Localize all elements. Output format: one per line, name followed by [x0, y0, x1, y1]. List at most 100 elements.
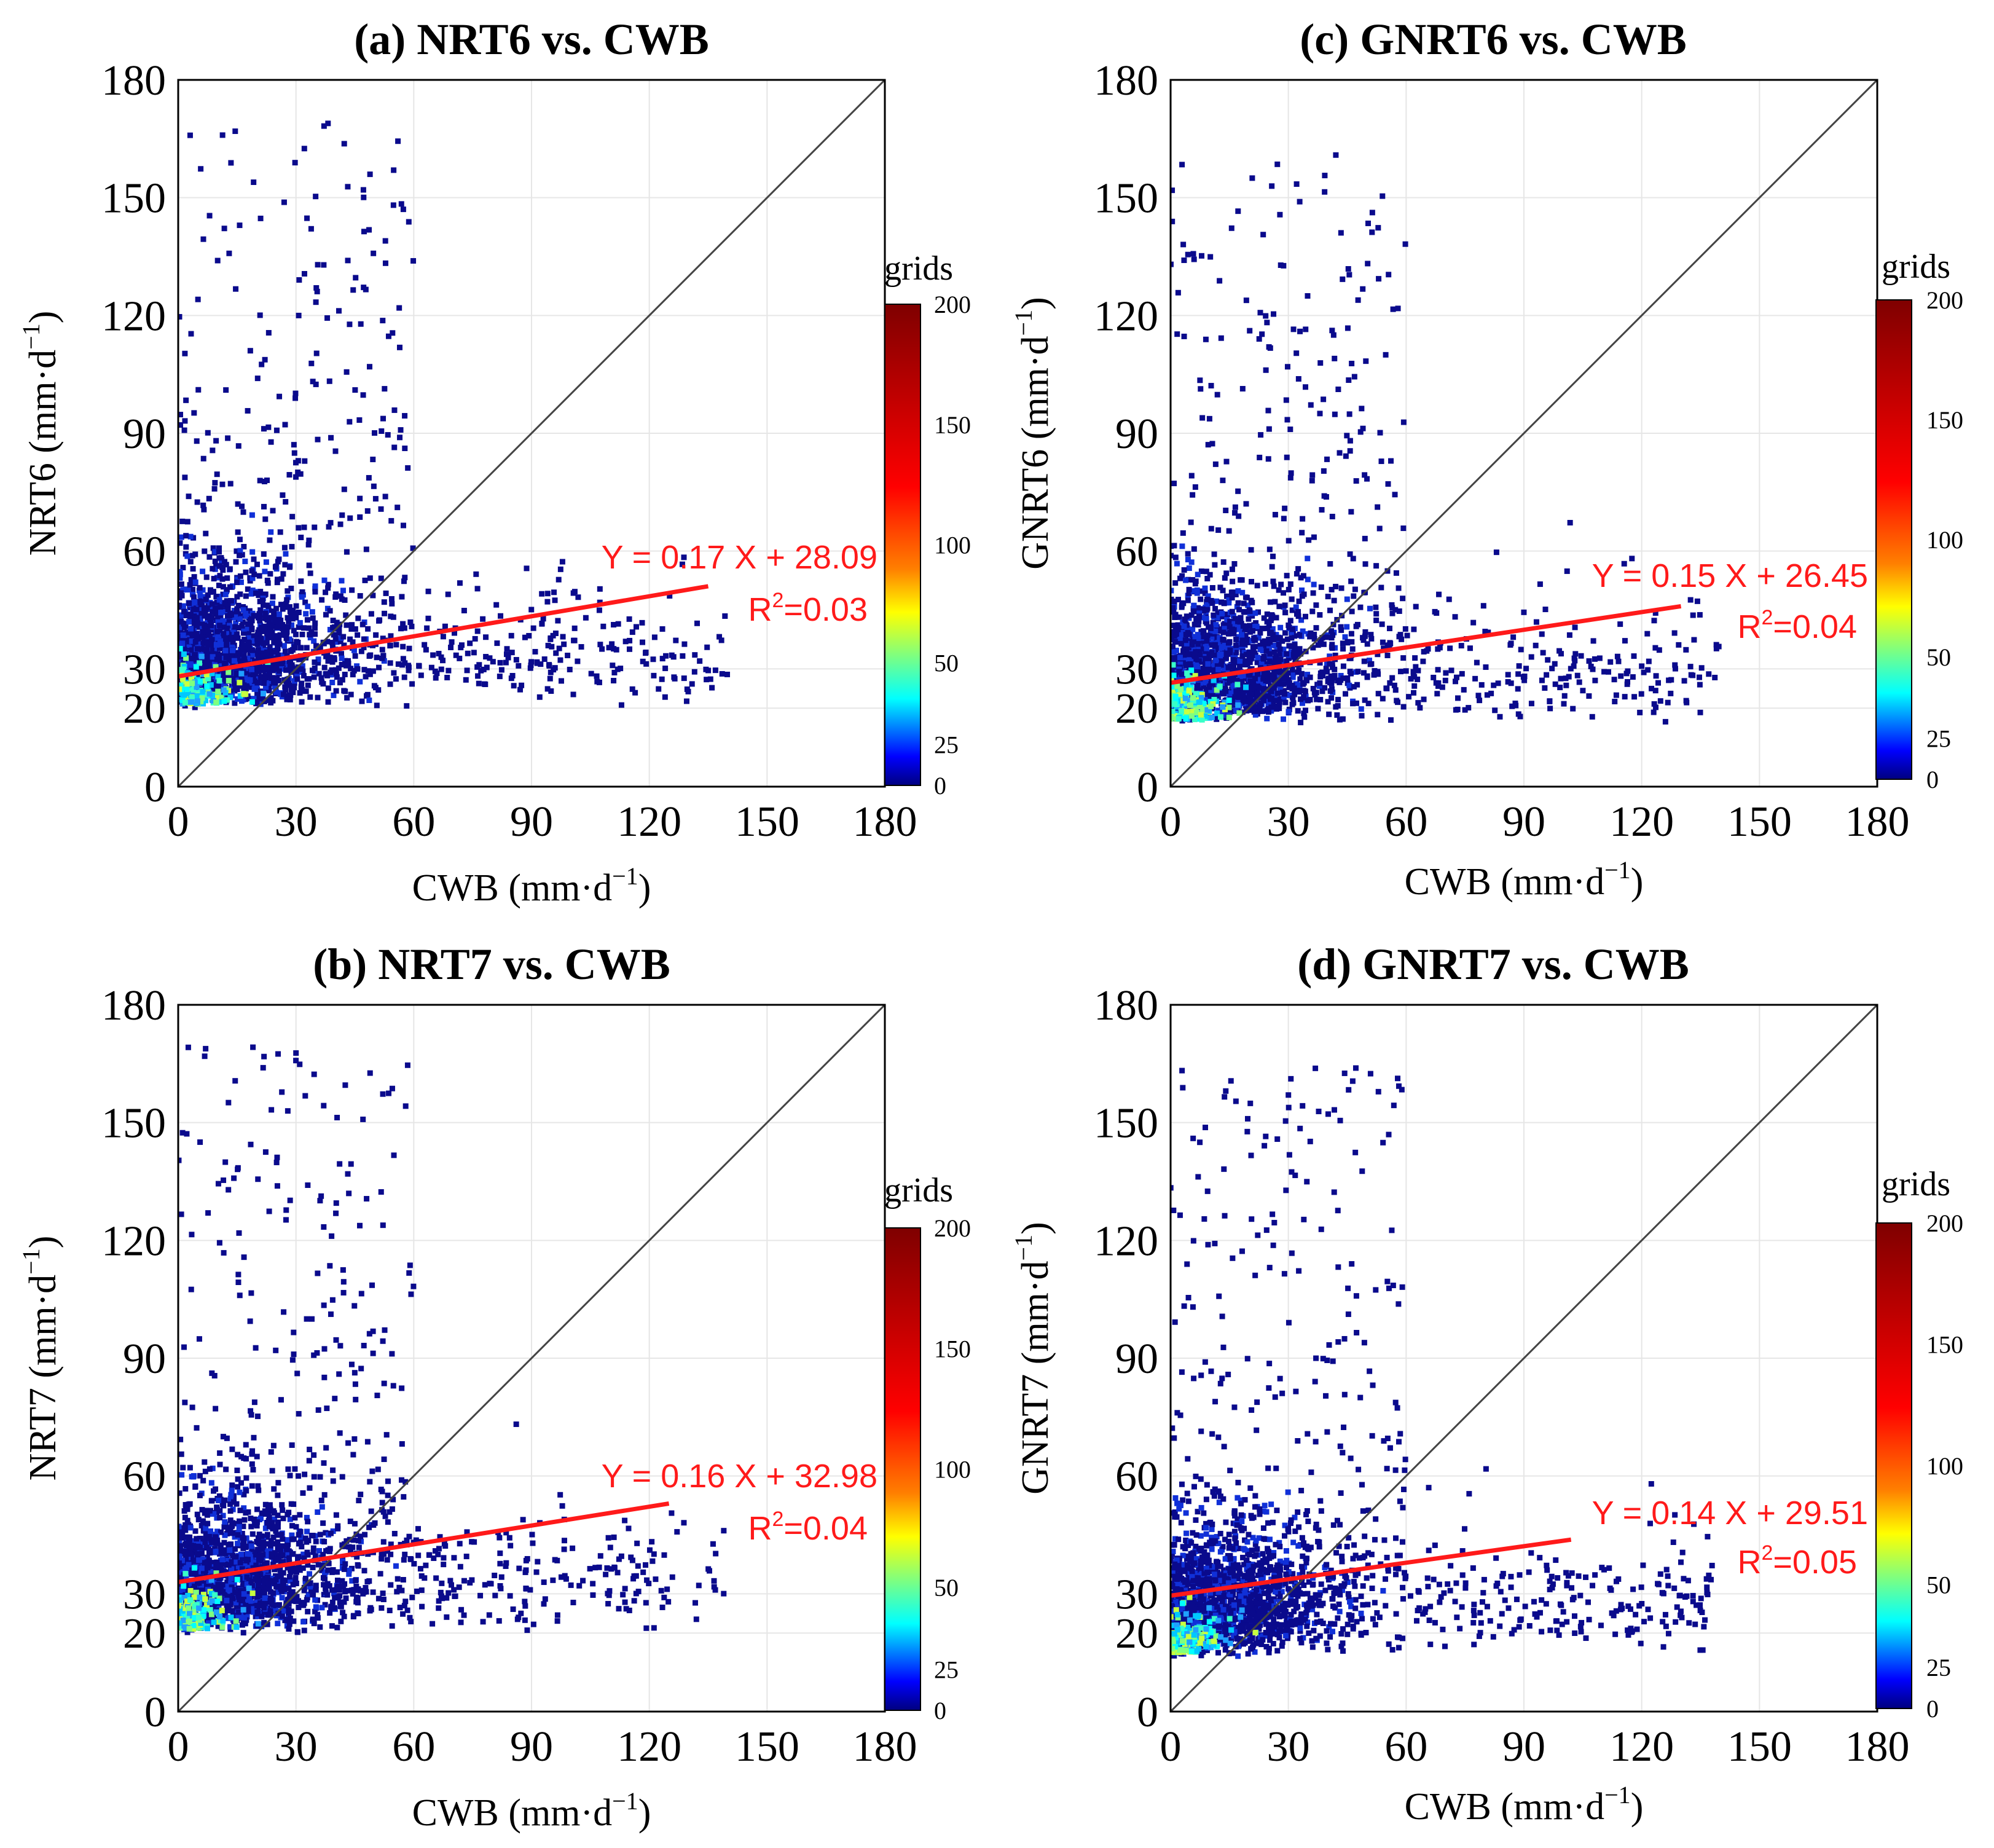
density-cell — [200, 1592, 206, 1598]
density-cell — [189, 1552, 195, 1559]
density-cell — [662, 666, 669, 672]
density-cell — [503, 659, 509, 666]
density-cell — [231, 1580, 237, 1586]
density-cell — [380, 1539, 387, 1545]
density-cell — [575, 658, 581, 664]
density-cell — [217, 1461, 223, 1468]
density-cell — [523, 1557, 529, 1563]
density-cell — [387, 681, 393, 687]
density-cell — [351, 647, 357, 653]
density-cell — [297, 619, 303, 626]
density-cell — [283, 499, 289, 505]
density-cell — [235, 529, 241, 535]
density-cell — [280, 1552, 286, 1558]
density-cell — [552, 597, 558, 604]
density-cell — [390, 202, 396, 208]
density-cell — [183, 655, 189, 661]
density-cell — [231, 1495, 237, 1501]
density-cell — [195, 1539, 201, 1545]
density-cell — [187, 615, 193, 621]
density-cell — [180, 666, 186, 672]
density-cell — [544, 591, 551, 597]
density-cell — [560, 634, 566, 640]
density-cell — [266, 1578, 272, 1584]
density-cell — [415, 1526, 422, 1532]
density-cell — [249, 1531, 256, 1537]
density-cell — [282, 562, 288, 568]
density-cell — [483, 654, 489, 660]
density-cell — [355, 666, 361, 672]
r-squared: R2=0.04 — [748, 1508, 868, 1547]
density-cell — [184, 661, 190, 667]
density-cell — [202, 548, 208, 554]
y-tick-label: 90 — [123, 1335, 166, 1383]
colorbar-tick: 25 — [934, 1656, 959, 1683]
density-cell — [289, 613, 296, 619]
r-squared: R2=0.03 — [748, 589, 868, 628]
density-cell — [375, 1595, 382, 1602]
density-cell — [348, 1161, 354, 1167]
density-cell — [308, 1316, 315, 1322]
density-cell — [299, 686, 305, 693]
density-cell — [251, 1434, 257, 1441]
density-cell — [234, 548, 240, 554]
density-cell — [281, 643, 287, 649]
density-cell — [321, 1224, 327, 1230]
density-cell — [218, 1529, 224, 1535]
density-cell — [201, 1607, 207, 1613]
density-cell — [527, 665, 533, 671]
density-cell — [307, 694, 313, 700]
density-cell — [197, 584, 203, 591]
density-cell — [235, 1563, 241, 1570]
density-cell — [379, 1551, 385, 1557]
density-cell — [363, 286, 369, 293]
density-cell — [339, 512, 345, 518]
density-cell — [249, 1583, 256, 1589]
density-cell — [272, 1550, 278, 1556]
density-cell — [273, 1528, 279, 1534]
density-cell — [217, 1613, 223, 1619]
density-cell — [186, 1618, 192, 1624]
density-cell — [270, 508, 276, 514]
density-cell — [381, 1380, 387, 1386]
density-cell — [367, 171, 373, 178]
density-cell — [234, 606, 240, 612]
density-cell — [320, 1575, 326, 1581]
density-cell — [323, 589, 329, 596]
density-cell — [622, 1586, 628, 1592]
density-cell — [209, 670, 215, 677]
density-cell — [196, 1551, 202, 1557]
density-cell — [208, 645, 214, 651]
density-cell — [336, 630, 342, 636]
density-cell — [263, 615, 269, 621]
density-cell — [245, 1557, 251, 1563]
density-cell — [178, 1549, 184, 1555]
density-cell — [255, 1535, 261, 1541]
density-cell — [353, 1396, 359, 1402]
x-tick-label: 30 — [275, 798, 318, 846]
density-cell — [189, 1580, 195, 1586]
density-cell — [331, 632, 337, 638]
density-cell — [332, 636, 339, 642]
density-cell — [183, 1522, 189, 1528]
density-cell — [240, 1535, 246, 1541]
density-cell — [373, 632, 379, 638]
density-cell — [216, 583, 222, 589]
density-cell — [238, 1614, 244, 1621]
density-cell — [240, 619, 246, 625]
density-cell — [1195, 622, 1201, 628]
y-tick-label: 180 — [101, 982, 166, 1029]
density-cell — [288, 1608, 294, 1614]
density-cell — [261, 628, 267, 634]
density-cell — [205, 623, 211, 629]
density-cell — [205, 656, 211, 663]
density-cell — [243, 1510, 249, 1516]
density-cell — [406, 664, 412, 670]
density-cell — [228, 1614, 234, 1621]
density-cell — [251, 678, 257, 684]
density-cell — [337, 521, 343, 527]
colorbar-label: grids — [884, 250, 953, 288]
density-cell — [283, 1207, 289, 1213]
density-cell — [178, 575, 183, 581]
density-cell — [227, 656, 234, 663]
